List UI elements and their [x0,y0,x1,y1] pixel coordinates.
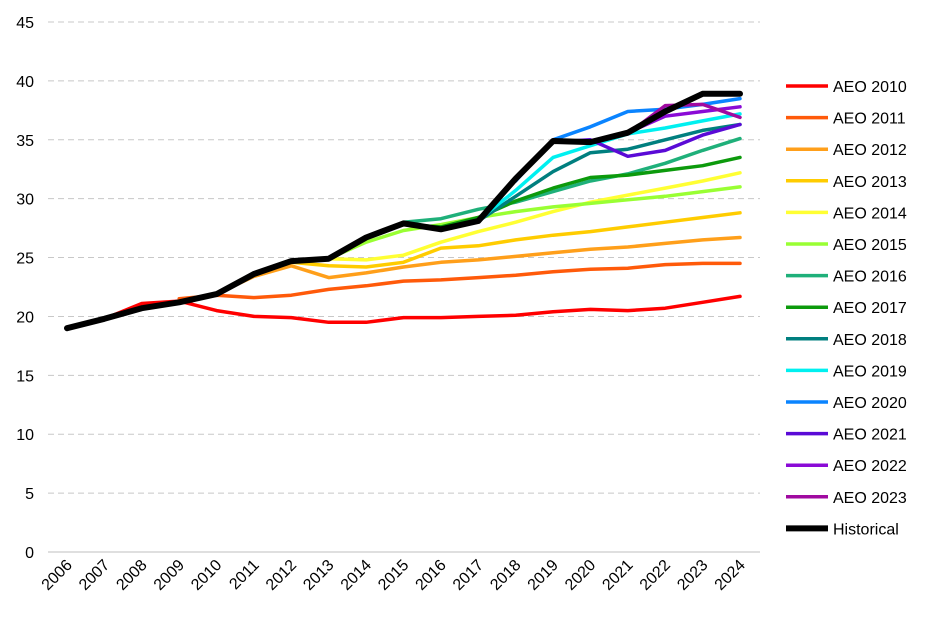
x-tick-label: 2018 [487,557,524,594]
y-tick-label: 45 [16,15,34,32]
legend-label: Historical [833,521,899,538]
series-line-aeo-2018 [439,122,742,232]
y-tick-label: 15 [16,368,34,385]
legend-label: AEO 2022 [833,458,907,475]
legend-label: AEO 2013 [833,174,907,191]
series-lines [64,90,743,332]
x-tick-label: 2006 [39,557,76,594]
series-line-aeo-2013 [252,211,742,277]
x-tick-label: 2023 [674,557,711,594]
x-tick-label: 2014 [338,557,375,594]
series-line-aeo-2011 [177,261,742,301]
series-line-aeo-2012 [214,235,742,296]
legend-label: AEO 2021 [833,427,907,444]
y-tick-label: 40 [16,74,34,91]
y-tick-label: 30 [16,192,34,209]
y-tick-label: 35 [16,133,34,150]
legend-label: AEO 2014 [833,205,907,222]
legend-label: AEO 2020 [833,395,907,412]
legend-label: AEO 2010 [833,79,907,96]
x-tick-label: 2008 [113,557,150,594]
x-tick-label: 2007 [76,557,113,594]
x-tick-label: 2021 [599,557,636,594]
y-tick-label: 5 [25,486,34,503]
x-tick-label: 2022 [637,557,674,594]
x-tick-label: 2024 [712,557,749,594]
legend-label: AEO 2016 [833,269,907,286]
x-tick-label: 2020 [562,557,599,594]
x-tick-label: 2011 [226,557,262,593]
series-line-aeo-2016 [364,136,742,241]
legend-label: AEO 2012 [833,142,907,159]
y-tick-label: 25 [16,251,34,268]
y-tick-label: 20 [16,309,34,326]
legend-label: AEO 2017 [833,300,907,317]
y-tick-label: 10 [16,427,34,444]
legend-label: AEO 2018 [833,332,907,349]
y-tick-label: 0 [25,545,34,562]
series-line-historical [64,90,743,332]
legend-label: AEO 2023 [833,490,907,507]
x-tick-label: 2012 [263,557,300,594]
x-tick-label: 2019 [525,557,562,594]
x-tick-label: 2013 [300,557,337,594]
x-tick-label: 2009 [151,557,188,594]
x-tick-label: 2016 [413,557,450,594]
legend-label: AEO 2015 [833,237,907,254]
x-tick-label: 2010 [188,557,225,594]
series-line-aeo-2015 [326,185,742,261]
legend-label: AEO 2019 [833,363,907,380]
legend-label: AEO 2011 [833,111,906,128]
series-line-aeo-2014 [289,171,742,263]
x-tick-label: 2017 [450,557,487,594]
legend: AEO 2010 AEO 2011 AEO 2012 AEO 2013 AEO 2014… [786,79,907,538]
x-tick-label: 2015 [375,557,412,594]
gridlines [48,21,760,494]
